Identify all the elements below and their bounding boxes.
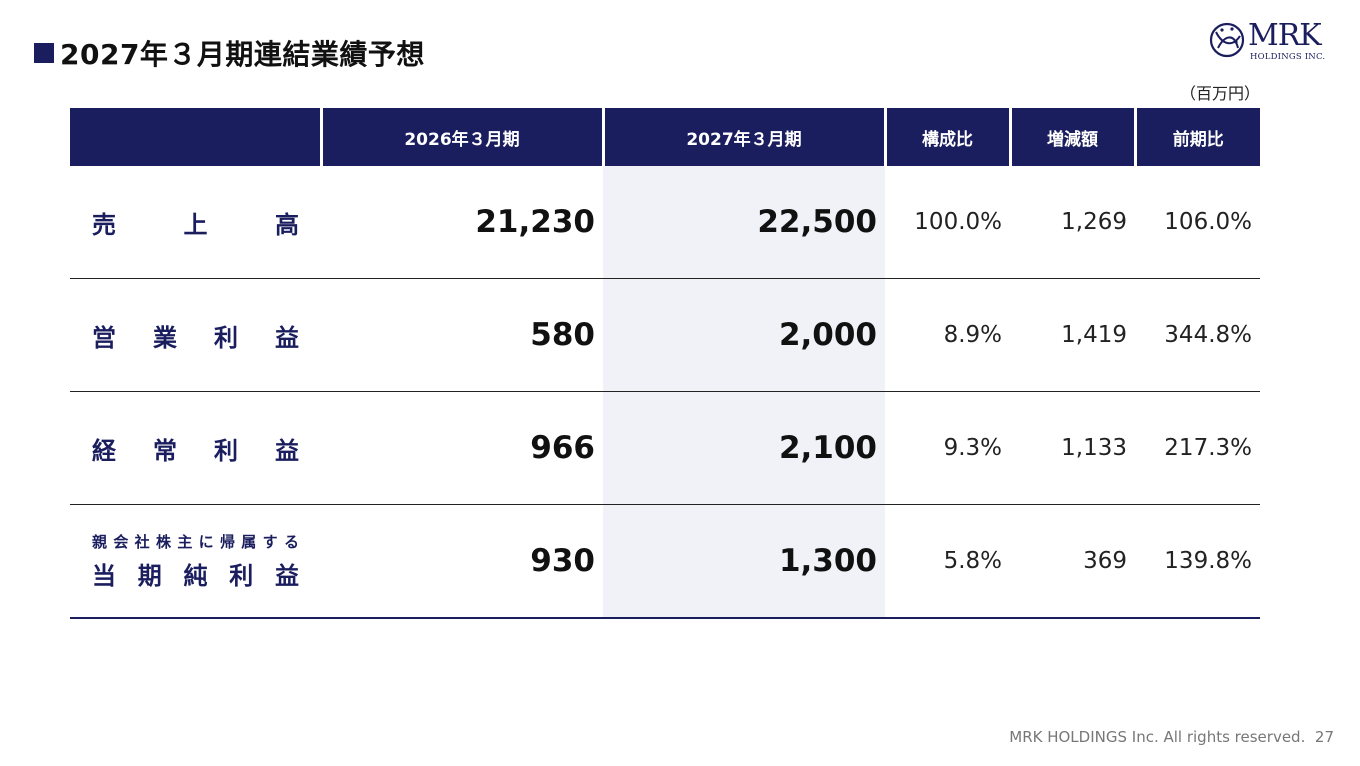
footer: MRK HOLDINGS Inc. All rights reserved. 2…: [1009, 728, 1334, 746]
cell-forecast: 2,100: [603, 391, 885, 505]
label-char: 利: [214, 436, 238, 465]
logo-emblem-icon: [1209, 22, 1245, 58]
cell-prev: 930: [321, 504, 603, 619]
table-row-ordinary-profit: 経 常 利 益 966 2,100 9.3% 1,133 217.3%: [70, 391, 1260, 505]
cell-ratio: 100.0%: [885, 166, 1010, 279]
header-yoy: 前期比: [1135, 108, 1260, 166]
label-char: 期: [137, 562, 162, 590]
header-composition: 構成比: [885, 108, 1012, 166]
header-change: 増減額: [1010, 108, 1137, 166]
label-char: 営: [92, 323, 116, 352]
table-row-operating-profit: 営 業 利 益 580 2,000 8.9% 1,419 344.8%: [70, 278, 1260, 392]
label-char: に: [198, 533, 214, 551]
cell-ratio: 8.9%: [885, 278, 1010, 392]
logo-sub-text: HOLDINGS INC.: [1250, 52, 1326, 62]
label-char: 高: [275, 210, 299, 239]
label-char: 純: [183, 562, 208, 590]
table-row-net-income: 親 会 社 株 主 に 帰 属 す る 当 期 純 利 益: [70, 504, 1260, 619]
label-char: 益: [275, 323, 299, 352]
row-label: 営 業 利 益: [70, 278, 321, 392]
label-char: 常: [153, 436, 177, 465]
label-char: 帰: [219, 533, 235, 551]
logo-brand-text: MRK: [1248, 18, 1322, 53]
label-char: 当: [92, 562, 116, 590]
label-char: 上: [183, 210, 208, 239]
label-char: 売: [92, 210, 116, 239]
label-char: 益: [275, 562, 299, 590]
page-title: 2027年３月期連結業績予想: [34, 33, 425, 73]
label-char: 経: [92, 436, 116, 465]
header-blank: [70, 108, 323, 166]
label-char: 主: [177, 533, 193, 551]
cell-prev: 580: [321, 278, 603, 392]
page-number: 27: [1314, 728, 1334, 746]
cell-yoy: 344.8%: [1135, 278, 1260, 392]
cell-prev: 966: [321, 391, 603, 505]
cell-yoy: 217.3%: [1135, 391, 1260, 505]
row-label: 親 会 社 株 主 に 帰 属 す る 当 期 純 利 益: [70, 504, 321, 619]
footer-copyright: MRK HOLDINGS Inc. All rights reserved.: [1009, 728, 1306, 746]
label-char: 利: [229, 562, 254, 590]
header-fy2027: 2027年３月期: [603, 108, 887, 166]
label-char: 益: [275, 436, 299, 465]
table-row-net-sales: 売 上 高 21,230 22,500 100.0% 1,269 106.0%: [70, 166, 1260, 279]
title-square-marker: [34, 43, 54, 63]
cell-yoy: 106.0%: [1135, 166, 1260, 279]
cell-forecast: 2,000: [603, 278, 885, 392]
label-char: 親: [92, 533, 108, 551]
cell-forecast: 22,500: [603, 166, 885, 279]
cell-yoy: 139.8%: [1135, 504, 1260, 619]
cell-change: 1,269: [1010, 166, 1135, 279]
label-char: 会: [113, 533, 129, 551]
label-char: 属: [241, 533, 257, 551]
forecast-table: 2026年３月期 2027年３月期 構成比 増減額 前期比 売 上 高 21,2…: [70, 108, 1260, 619]
label-char: る: [283, 533, 299, 551]
page-title-text: 2027年３月期連結業績予想: [60, 38, 425, 71]
row-label: 経 常 利 益: [70, 391, 321, 505]
label-char: す: [262, 533, 278, 551]
cell-prev: 21,230: [321, 166, 603, 279]
label-char: 社: [134, 533, 150, 551]
row-label: 売 上 高: [70, 166, 321, 279]
cell-ratio: 5.8%: [885, 504, 1010, 619]
label-char: 業: [153, 323, 177, 352]
cell-change: 1,419: [1010, 278, 1135, 392]
cell-ratio: 9.3%: [885, 391, 1010, 505]
cell-forecast: 1,300: [603, 504, 885, 619]
cell-change: 369: [1010, 504, 1135, 619]
label-char: 株: [155, 533, 171, 551]
company-logo: MRK HOLDINGS INC.: [1208, 18, 1336, 66]
unit-label: （百万円）: [1179, 84, 1260, 103]
header-fy2026: 2026年３月期: [321, 108, 605, 166]
table-header-row: 2026年３月期 2027年３月期 構成比 増減額 前期比: [70, 108, 1260, 166]
cell-change: 1,133: [1010, 391, 1135, 505]
label-char: 利: [214, 323, 238, 352]
